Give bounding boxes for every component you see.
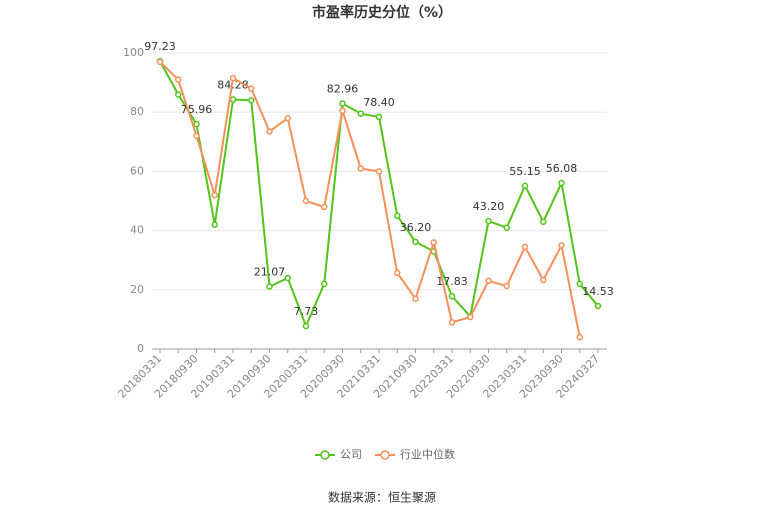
point — [521, 182, 529, 190]
point — [357, 110, 364, 117]
point — [448, 319, 456, 326]
point — [156, 58, 164, 66]
data-label: 43.20 — [473, 200, 505, 213]
point — [503, 224, 510, 231]
point — [394, 212, 401, 220]
data-label: 36.20 — [400, 221, 432, 234]
legend-marker — [320, 450, 330, 460]
y-tick-label: 80 — [130, 105, 144, 118]
point — [394, 269, 401, 277]
point — [211, 221, 218, 228]
y-tick-label: 60 — [130, 164, 144, 177]
point — [576, 333, 583, 341]
point — [357, 165, 364, 172]
point — [284, 274, 291, 282]
point — [485, 217, 492, 225]
point — [412, 238, 419, 246]
point — [412, 295, 419, 302]
point — [229, 74, 237, 82]
data-label: 78.40 — [363, 96, 395, 109]
point — [211, 191, 218, 199]
point — [302, 197, 310, 205]
data-label: 14.53 — [582, 285, 614, 298]
data-label: 56.08 — [546, 162, 578, 175]
point — [193, 132, 200, 140]
point — [339, 100, 346, 107]
point — [448, 292, 456, 300]
point — [375, 168, 383, 175]
legend-marker — [380, 450, 390, 460]
series-line — [159, 61, 581, 338]
y-tick-label: 100 — [123, 46, 144, 59]
y-tick-label: 0 — [137, 342, 144, 355]
point — [266, 128, 273, 135]
point — [540, 276, 547, 284]
point — [558, 242, 565, 249]
point — [521, 243, 529, 251]
y-tick-label: 20 — [130, 283, 144, 296]
data-label: 97.23 — [144, 40, 176, 53]
data-label: 82.96 — [327, 82, 359, 95]
y-tick-label: 40 — [130, 224, 144, 237]
point — [248, 97, 255, 104]
point — [321, 203, 328, 211]
point — [558, 179, 565, 187]
data-label: 21.07 — [254, 266, 286, 279]
point — [248, 85, 255, 92]
point — [175, 76, 182, 83]
point — [266, 283, 273, 290]
point — [594, 302, 602, 310]
point — [175, 91, 182, 98]
legend-label: 行业中位数 — [400, 447, 455, 461]
point — [503, 282, 510, 290]
point — [540, 218, 547, 225]
data-label: 7.73 — [294, 305, 319, 318]
chart-title: 市盈率历史分位（%） — [312, 4, 452, 21]
point — [193, 120, 200, 128]
source: 数据来源：恒生聚源 — [328, 490, 436, 505]
point — [339, 107, 346, 114]
point — [576, 280, 583, 288]
point — [375, 113, 383, 121]
point — [485, 277, 492, 285]
data-label: 55.15 — [509, 165, 541, 178]
point — [467, 313, 474, 321]
legend-label: 公司 — [340, 448, 362, 461]
point — [302, 322, 310, 330]
point — [430, 239, 437, 246]
point — [321, 280, 328, 288]
point — [284, 114, 291, 122]
point — [229, 96, 237, 103]
